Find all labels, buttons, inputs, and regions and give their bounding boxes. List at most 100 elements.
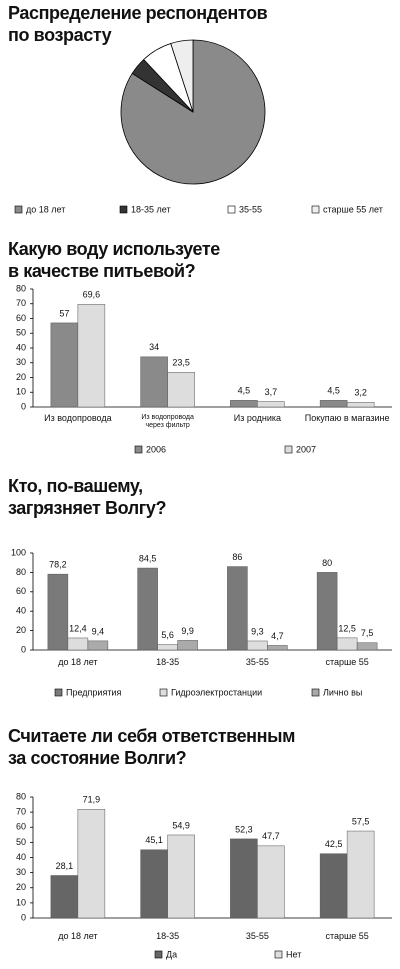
bar: [336, 637, 358, 651]
bar: [67, 637, 89, 651]
legend-swatch: [134, 445, 143, 454]
y-tick-label: 20: [16, 625, 26, 635]
value-label: 9,3: [251, 626, 264, 636]
legend-label: 18-35 лет: [131, 204, 171, 214]
x-tick-label: Покупаю в магазине: [304, 413, 390, 423]
value-label: 23,5: [172, 358, 190, 368]
value-label: 78,2: [49, 560, 67, 570]
value-label: 28,1: [56, 861, 74, 871]
legend-swatch: [227, 205, 236, 214]
y-tick-label: 70: [16, 298, 26, 308]
bar: [87, 640, 109, 651]
y-tick-label: 10: [16, 387, 26, 397]
x-tick-label: 18-35: [156, 657, 180, 667]
value-label: 57,5: [352, 816, 370, 826]
chart-title: Кто, по-вашему,: [8, 476, 143, 496]
legend-label: старше 55 лет: [323, 204, 383, 214]
legend-label: 2007: [296, 444, 316, 454]
bar: [77, 304, 106, 408]
y-tick-label: 60: [16, 313, 26, 323]
value-label: 4,5: [238, 386, 251, 396]
value-label: 3,7: [265, 387, 278, 397]
value-label: 80: [322, 558, 332, 568]
value-label: 3,2: [354, 388, 367, 398]
value-label: 12,5: [338, 623, 356, 633]
value-label: 86: [232, 552, 242, 562]
bar: [319, 400, 348, 408]
y-tick-label: 70: [16, 807, 26, 817]
bar: [140, 356, 168, 408]
y-tick-label: 0: [21, 912, 26, 922]
legend-swatch: [311, 688, 320, 697]
value-label: 57: [59, 308, 69, 318]
legend-label: Да: [166, 949, 177, 959]
value-label: 45,1: [145, 835, 163, 845]
legend-swatch: [284, 445, 293, 454]
legend-label: Нет: [286, 949, 301, 959]
value-label: 9,4: [92, 626, 105, 636]
legend-label: Лично вы: [323, 687, 362, 697]
y-tick-label: 80: [16, 791, 26, 801]
y-tick-label: 20: [16, 372, 26, 382]
bar: [177, 640, 198, 651]
y-tick-label: 40: [16, 606, 26, 616]
y-tick-label: 80: [16, 567, 26, 577]
x-tick-label: Из родника: [233, 413, 282, 423]
legend-label: 35-55: [239, 204, 262, 214]
bar: [77, 809, 106, 919]
value-label: 52,3: [235, 824, 253, 834]
legend-swatch: [54, 688, 63, 697]
y-tick-label: 0: [21, 401, 26, 411]
legend-swatch: [159, 688, 168, 697]
chart-title: за состояние Волги?: [8, 748, 186, 768]
bar: [50, 875, 79, 919]
bar: [356, 642, 378, 651]
y-tick-label: 10: [16, 897, 26, 907]
value-label: 69,6: [83, 290, 101, 300]
y-tick-label: 0: [21, 644, 26, 654]
x-tick-label: 35-55: [245, 657, 269, 667]
y-tick-label: 80: [16, 283, 26, 293]
bar: [140, 849, 168, 919]
bar: [157, 644, 178, 651]
y-tick-label: 40: [16, 342, 26, 352]
y-tick-label: 50: [16, 328, 26, 338]
value-label: 54,9: [172, 820, 190, 830]
bar: [257, 845, 285, 919]
pie-slice: [170, 39, 194, 113]
bar: [230, 400, 258, 408]
bar: [319, 853, 348, 919]
value-label: 7,5: [361, 628, 374, 638]
y-tick-label: 60: [16, 586, 26, 596]
value-label: 4,5: [327, 386, 340, 396]
value-label: 47,7: [262, 831, 280, 841]
value-label: 9,9: [181, 626, 194, 636]
x-tick-label: до 18 лет: [58, 657, 98, 667]
y-tick-label: 30: [16, 357, 26, 367]
value-label: 4,7: [271, 631, 284, 641]
bar: [346, 830, 375, 919]
legend-swatch: [274, 950, 283, 959]
bar: [137, 567, 158, 651]
x-tick-label: Из водопровода через фильтр: [141, 414, 194, 429]
y-tick-label: 60: [16, 822, 26, 832]
x-tick-label: 35-55: [245, 931, 269, 941]
x-tick-label: 18-35: [156, 931, 180, 941]
value-label: 71,9: [83, 795, 101, 805]
legend-swatch: [154, 950, 163, 959]
y-tick-label: 100: [11, 547, 26, 557]
bar: [247, 640, 268, 651]
bar: [230, 838, 258, 919]
x-tick-label: старше 55: [325, 657, 369, 667]
bar: [257, 401, 285, 408]
legend-swatch: [14, 205, 23, 214]
y-tick-label: 40: [16, 852, 26, 862]
x-tick-label: старше 55: [325, 931, 369, 941]
value-label: 5,6: [161, 630, 174, 640]
chart-title: по возрасту: [8, 25, 112, 45]
legend-label: Гидроэлектростанции: [171, 687, 262, 697]
chart-title: загрязняет Волгу?: [8, 498, 166, 518]
bar: [227, 566, 248, 651]
